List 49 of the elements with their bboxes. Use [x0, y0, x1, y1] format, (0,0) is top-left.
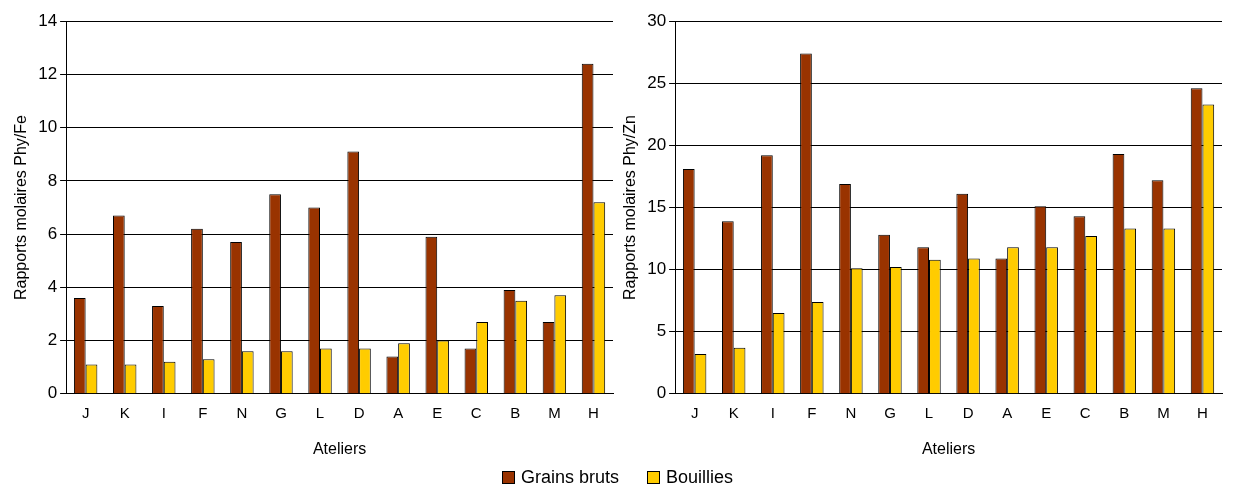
x-tick-label: C	[1079, 403, 1091, 421]
y-tick-label: 5	[656, 321, 667, 341]
y-tick-label: 6	[47, 223, 58, 243]
x-tick-label: A	[393, 403, 404, 421]
y-tick-label: 10	[647, 259, 667, 279]
x-tick-label: E	[1041, 403, 1052, 421]
y-tick-label: 14	[38, 10, 58, 30]
x-tick-label: L	[924, 403, 934, 421]
x-axis-title: Ateliers	[312, 439, 367, 457]
x-tick-label: M	[548, 403, 561, 421]
x-tick-label: I	[161, 403, 166, 421]
x-tick-label: N	[236, 403, 248, 421]
legend-label: Grains bruts	[520, 467, 619, 488]
legend-label: Bouillies	[666, 467, 734, 488]
x-axis-title: Ateliers	[921, 439, 976, 457]
x-tick-label: G	[884, 403, 896, 421]
x-tick-label: E	[432, 403, 443, 421]
x-tick-label: F	[198, 403, 208, 421]
x-tick-label: I	[770, 403, 775, 421]
x-tick-label: B	[1119, 403, 1130, 421]
x-tick-label: K	[119, 403, 130, 421]
x-tick-label: J	[81, 403, 90, 421]
x-tick-label: L	[315, 403, 325, 421]
x-tick-label: M	[1157, 403, 1170, 421]
y-tick-label: 0	[47, 383, 58, 403]
y-tick-label: 12	[38, 64, 58, 84]
x-tick-label: F	[807, 403, 817, 421]
y-tick-label: 0	[656, 383, 667, 403]
y-tick-label: 8	[47, 170, 58, 190]
x-tick-label: N	[845, 403, 857, 421]
x-tick-label: D	[962, 403, 974, 421]
y-tick-label: 2	[47, 330, 58, 350]
y-axis-title: Rapports molaires Phy/Zn	[621, 115, 639, 300]
x-tick-label: B	[510, 403, 521, 421]
y-tick-label: 10	[38, 117, 58, 137]
x-tick-label: A	[1002, 403, 1013, 421]
x-tick-label: G	[275, 403, 287, 421]
x-tick-label: H	[1197, 403, 1208, 421]
x-tick-label: C	[470, 403, 482, 421]
y-tick-label: 25	[647, 72, 667, 92]
x-tick-label: K	[728, 403, 739, 421]
y-tick-label: 30	[647, 10, 667, 30]
x-tick-label: H	[588, 403, 599, 421]
y-tick-label: 15	[647, 197, 667, 217]
y-tick-label: 20	[647, 135, 667, 155]
y-axis-title: Rapports molaires Phy/Fe	[12, 114, 30, 300]
x-tick-label: D	[353, 403, 365, 421]
y-tick-label: 4	[47, 277, 58, 297]
x-tick-label: J	[690, 403, 699, 421]
